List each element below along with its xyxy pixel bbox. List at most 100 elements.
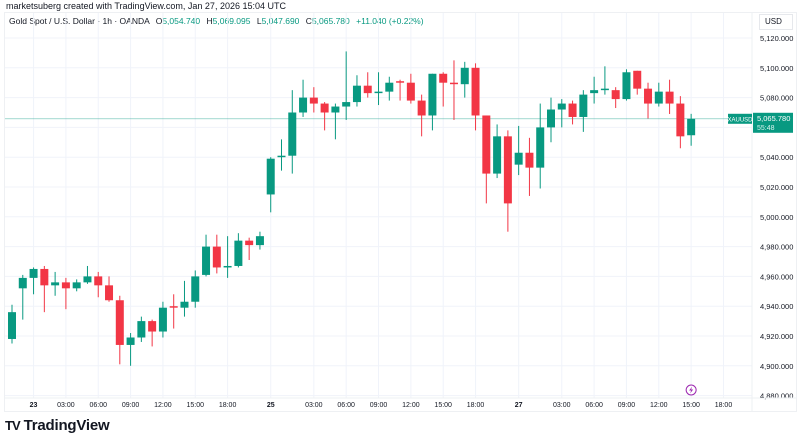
candle-body[interactable] [482,115,491,174]
candle-body[interactable] [94,276,103,286]
low-label: L [256,16,262,26]
candle-body[interactable] [665,91,674,104]
candle-body[interactable] [191,276,200,302]
ohlc-legend: Gold Spot / U.S. Dollar · 1h · OANDA O5,… [9,16,424,26]
time-axis-label: 06:00 [585,402,603,409]
candle-body[interactable] [234,240,243,266]
price-axis-label: 4,960.000 [760,272,793,281]
candle-body[interactable] [514,152,523,165]
candle-body[interactable] [18,277,27,289]
change-value: +11.040 (+0.22%) [356,16,424,26]
candle-body[interactable] [374,91,383,94]
candle-body[interactable] [342,102,351,107]
candle-body[interactable] [579,94,588,117]
candle-body[interactable] [40,268,49,286]
candle-body[interactable] [471,67,480,116]
candle-body[interactable] [449,82,458,85]
ticker-label: XAUUSD [727,117,753,123]
price-axis-label: 4,940.000 [760,302,793,311]
time-axis-label: 18:00 [219,402,237,409]
candle-body[interactable] [8,312,16,339]
candle-body[interactable] [503,136,512,204]
chart-frame [4,12,797,412]
time-axis-label: 06:00 [89,402,107,409]
candle-body[interactable] [223,265,232,268]
price-axis-label: 5,120.000 [760,34,793,43]
candle-body[interactable] [148,321,157,332]
candle-body[interactable] [687,118,696,136]
time-axis-label: 09:00 [618,402,636,409]
candle-body[interactable] [363,85,372,94]
candle-body[interactable] [406,82,415,101]
symbol-title[interactable]: Gold Spot / U.S. Dollar · 1h · OANDA [9,16,150,26]
candle-body[interactable] [202,246,211,275]
candle-body[interactable] [644,88,653,104]
candle-body[interactable] [299,97,308,113]
attribution-text: marketsuberg created with TradingView.co… [6,1,286,11]
candle-body[interactable] [180,301,189,308]
time-axis-label: 23 [30,402,38,409]
candle-body[interactable] [600,88,609,91]
candle-body[interactable] [83,276,92,283]
candle-body[interactable] [61,282,70,289]
candle-body[interactable] [633,70,642,89]
currency-button[interactable]: USD [759,14,793,30]
candle-body[interactable] [29,268,38,278]
candle-body[interactable] [158,307,167,332]
candle-body[interactable] [137,321,146,338]
candle-body[interactable] [126,337,135,345]
high-label: H [206,16,213,26]
time-axis-label: 03:00 [57,402,75,409]
candle-body[interactable] [385,82,394,92]
bar-countdown: 55:48 [757,125,775,132]
time-axis-label: 09:00 [122,402,140,409]
time-axis-label: 09:00 [370,402,388,409]
candle-body[interactable] [525,152,534,168]
candle-body[interactable] [115,300,124,345]
time-axis-label: 18:00 [715,402,733,409]
candle-body[interactable] [439,73,448,83]
close-value: 5,065.780 [311,16,350,26]
candle-body[interactable] [72,282,81,289]
candle-body[interactable] [277,155,286,158]
tradingview-logo[interactable]: TV TradingView [5,417,110,434]
candle-body[interactable] [51,282,60,286]
candle-body[interactable] [676,103,685,137]
candle-body[interactable] [590,90,599,94]
candle-body[interactable] [568,103,577,117]
low-value: 5,047.690 [261,16,300,26]
time-axis-label: 06:00 [337,402,355,409]
candle-body[interactable] [105,285,114,301]
ticker-label-box [728,113,752,124]
candle-body[interactable] [266,158,275,195]
candle-body[interactable] [417,100,426,116]
price-axis-label: 4,880.000 [760,392,793,401]
candle-body[interactable] [396,81,405,83]
time-axis-label: 15:00 [186,402,204,409]
last-price-box [753,112,793,133]
tradingview-logo-icon: TV [5,418,21,433]
candle-body[interactable] [288,112,297,156]
candle-body[interactable] [611,90,620,100]
candle-body[interactable] [547,109,555,128]
price-axis-label: 4,920.000 [760,332,793,341]
candle-body[interactable] [622,72,631,100]
candle-body[interactable] [536,127,545,168]
candle-body[interactable] [212,246,221,268]
candle-body[interactable] [352,85,361,103]
time-axis-label: 03:00 [553,402,571,409]
candle-body[interactable] [245,240,254,246]
candle-body[interactable] [255,236,264,246]
candle-body[interactable] [557,103,566,110]
time-axis-label: 25 [267,402,275,409]
candle-body[interactable] [460,67,469,85]
candle-body[interactable] [493,136,502,174]
candle-body[interactable] [331,106,340,113]
candle-body[interactable] [654,91,663,104]
candle-body[interactable] [428,73,437,116]
candle-body[interactable] [309,97,318,104]
candle-body[interactable] [320,103,329,113]
time-axis-label: 12:00 [402,402,420,409]
candle-body[interactable] [169,306,178,308]
